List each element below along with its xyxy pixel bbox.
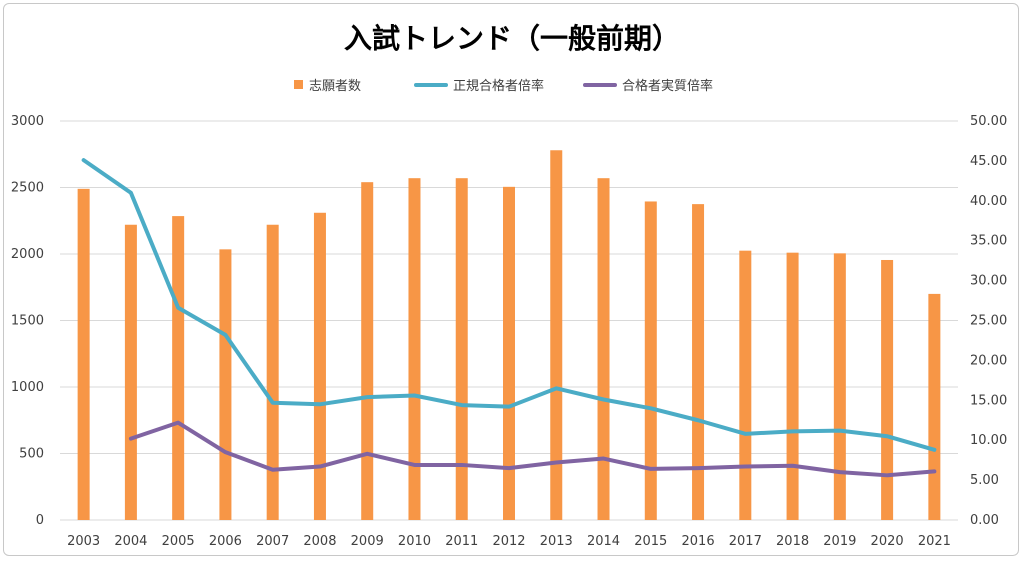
right-axis-tick-label: 20.00 (970, 353, 1007, 368)
right-axis-tick-label: 45.00 (970, 154, 1007, 169)
bar (361, 182, 374, 520)
left-axis-tick-label: 1000 (11, 380, 44, 395)
x-axis-tick-label: 2012 (492, 534, 525, 549)
x-axis-tick-label: 2016 (682, 534, 715, 549)
bar (786, 252, 799, 521)
x-axis-tick-label: 2007 (256, 534, 289, 549)
right-axis: 0.00 5.00 10.00 15.00 20.00 25.00 30.00 35.00 40… (970, 114, 1007, 528)
left-axis-tick-label: 2000 (11, 247, 44, 262)
bar (313, 212, 326, 520)
bar (503, 186, 515, 520)
left-axis-tick-label: 2500 (11, 181, 44, 196)
x-axis-tick-label: 2019 (823, 534, 856, 549)
x-axis-tick-label: 2014 (587, 534, 620, 549)
series-line (81, 158, 937, 452)
bar (172, 216, 185, 520)
bar (266, 224, 279, 521)
x-axis-tick-label: 2009 (351, 534, 384, 549)
bar (408, 178, 421, 520)
bar (550, 150, 563, 520)
x-axis-tick-label: 2006 (209, 534, 242, 549)
legend-swatch (294, 80, 303, 89)
bar (739, 250, 752, 521)
x-axis-tick-label: 2011 (445, 534, 478, 549)
x-axis-tick-label: 2015 (634, 534, 667, 549)
x-axis-tick-label: 2017 (729, 534, 762, 549)
line-series (81, 158, 937, 478)
legend-label: 志願者数 (309, 79, 361, 94)
bar (219, 249, 232, 520)
legend-label: 正規合格者倍率 (453, 78, 544, 94)
right-axis-tick-label: 5.00 (970, 473, 999, 488)
bar (833, 253, 846, 520)
bar (77, 188, 90, 520)
left-axis-tick-label: 3000 (11, 114, 44, 129)
right-axis-tick-label: 15.00 (970, 393, 1007, 408)
series-line (128, 420, 937, 478)
bar (928, 293, 941, 520)
x-axis-tick-label: 2021 (918, 534, 951, 549)
left-axis-tick-label: 1500 (11, 314, 44, 329)
x-axis-tick-label: 2003 (67, 534, 100, 549)
legend: 志願者数 正規合格者倍率 合格者実質倍率 (294, 78, 713, 94)
right-axis-tick-label: 40.00 (970, 194, 1007, 209)
x-axis-tick-label: 2005 (162, 534, 195, 549)
bar (881, 259, 894, 520)
right-axis-tick-label: 0.00 (970, 513, 999, 528)
left-axis: 0 500 1000 1500 2000 2500 3000 (11, 114, 44, 528)
x-axis-tick-label: 2018 (776, 534, 809, 549)
bar (692, 204, 705, 520)
legend-label: 合格者実質倍率 (622, 78, 713, 94)
bar-series (77, 150, 941, 521)
x-axis-tick-label: 2008 (303, 534, 336, 549)
chart-title: 入試トレンド（一般前期） (344, 22, 680, 55)
bar (597, 178, 610, 520)
x-axis-tick-label: 2020 (871, 534, 904, 549)
right-axis-tick-label: 10.00 (970, 433, 1007, 448)
right-axis-tick-label: 50.00 (970, 114, 1007, 129)
x-axis-tick-label: 2013 (540, 534, 573, 549)
left-axis-tick-label: 500 (19, 447, 44, 462)
left-axis-tick-label: 0 (36, 513, 44, 528)
bar (124, 224, 137, 521)
x-axis: 2003 2004 2005 2006 2007 2008 2009 2010 2011 2012… (67, 534, 951, 549)
right-axis-tick-label: 30.00 (970, 274, 1007, 289)
x-axis-tick-label: 2004 (114, 534, 147, 549)
right-axis-tick-label: 35.00 (970, 234, 1007, 249)
bar (455, 178, 468, 520)
right-axis-tick-label: 25.00 (970, 314, 1007, 329)
bar (644, 201, 657, 520)
x-axis-tick-label: 2010 (398, 534, 431, 549)
